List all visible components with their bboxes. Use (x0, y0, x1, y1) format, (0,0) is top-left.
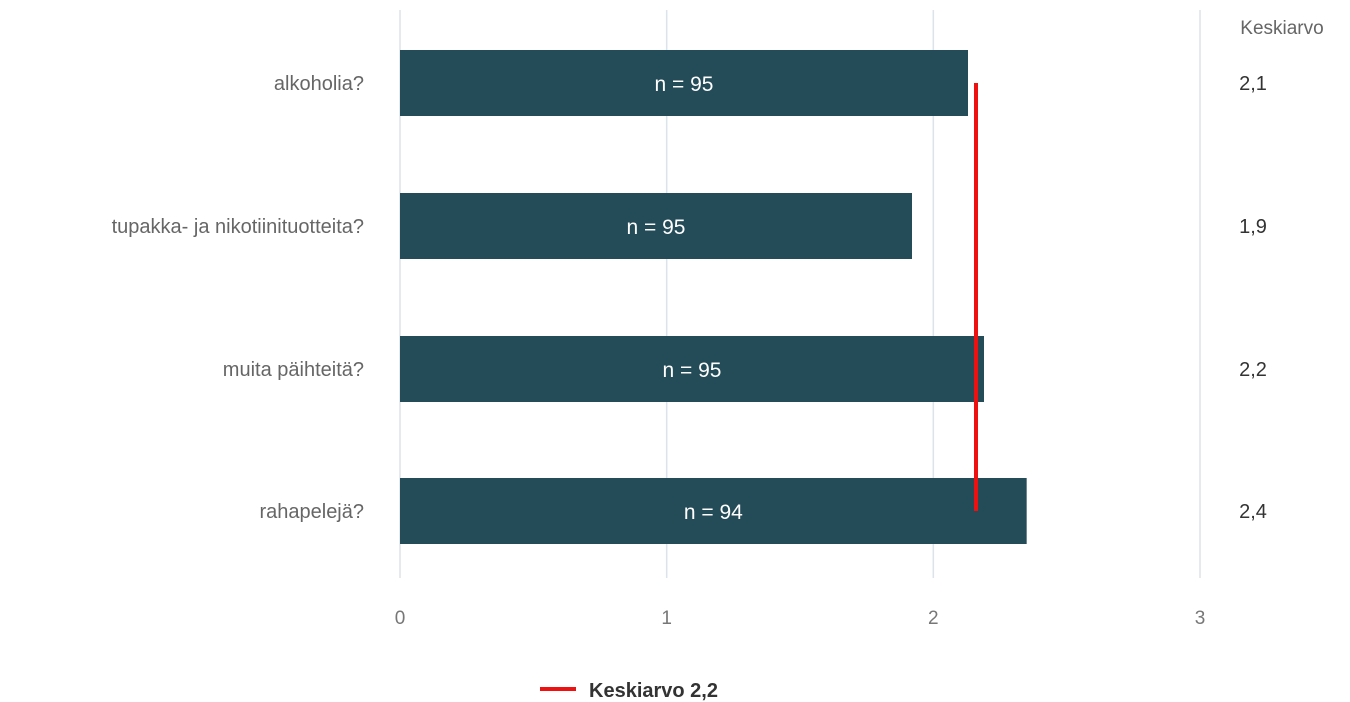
bar (400, 336, 984, 402)
mean-column: Keskiarvo 2,1 1,9 2,2 2,4 (1239, 18, 1324, 523)
bar (400, 193, 912, 259)
x-tick-label: 2 (928, 608, 939, 629)
category-labels: alkoholia? tupakka- ja nikotiinituotteita… (112, 73, 364, 523)
category-label: tupakka- ja nikotiinituotteita? (112, 216, 364, 238)
mean-value-label: 2,2 (1239, 359, 1267, 381)
x-tick-label: 1 (661, 608, 672, 629)
n-labels: n = 95 n = 95 n = 95 n = 94 (627, 73, 744, 524)
category-label: alkoholia? (274, 73, 364, 95)
mean-value-label: 2,4 (1239, 501, 1267, 523)
mean-value-label: 2,1 (1239, 73, 1267, 95)
category-label: rahapelejä? (259, 501, 364, 523)
x-tick-labels: 0 1 2 3 (395, 608, 1206, 629)
bar (400, 478, 1027, 544)
n-label: n = 94 (684, 501, 743, 524)
category-label: muita päihteitä? (223, 359, 364, 381)
legend-label: Keskiarvo 2,2 (589, 680, 718, 702)
n-label: n = 95 (663, 359, 722, 382)
legend: Keskiarvo 2,2 (540, 680, 718, 702)
bar (400, 50, 968, 116)
n-label: n = 95 (627, 216, 686, 239)
mean-value-label: 1,9 (1239, 216, 1267, 238)
bars (400, 50, 1027, 544)
mean-column-header: Keskiarvo (1240, 18, 1323, 39)
n-label: n = 95 (655, 73, 714, 96)
x-tick-label: 0 (395, 608, 406, 629)
x-tick-label: 3 (1195, 608, 1206, 629)
